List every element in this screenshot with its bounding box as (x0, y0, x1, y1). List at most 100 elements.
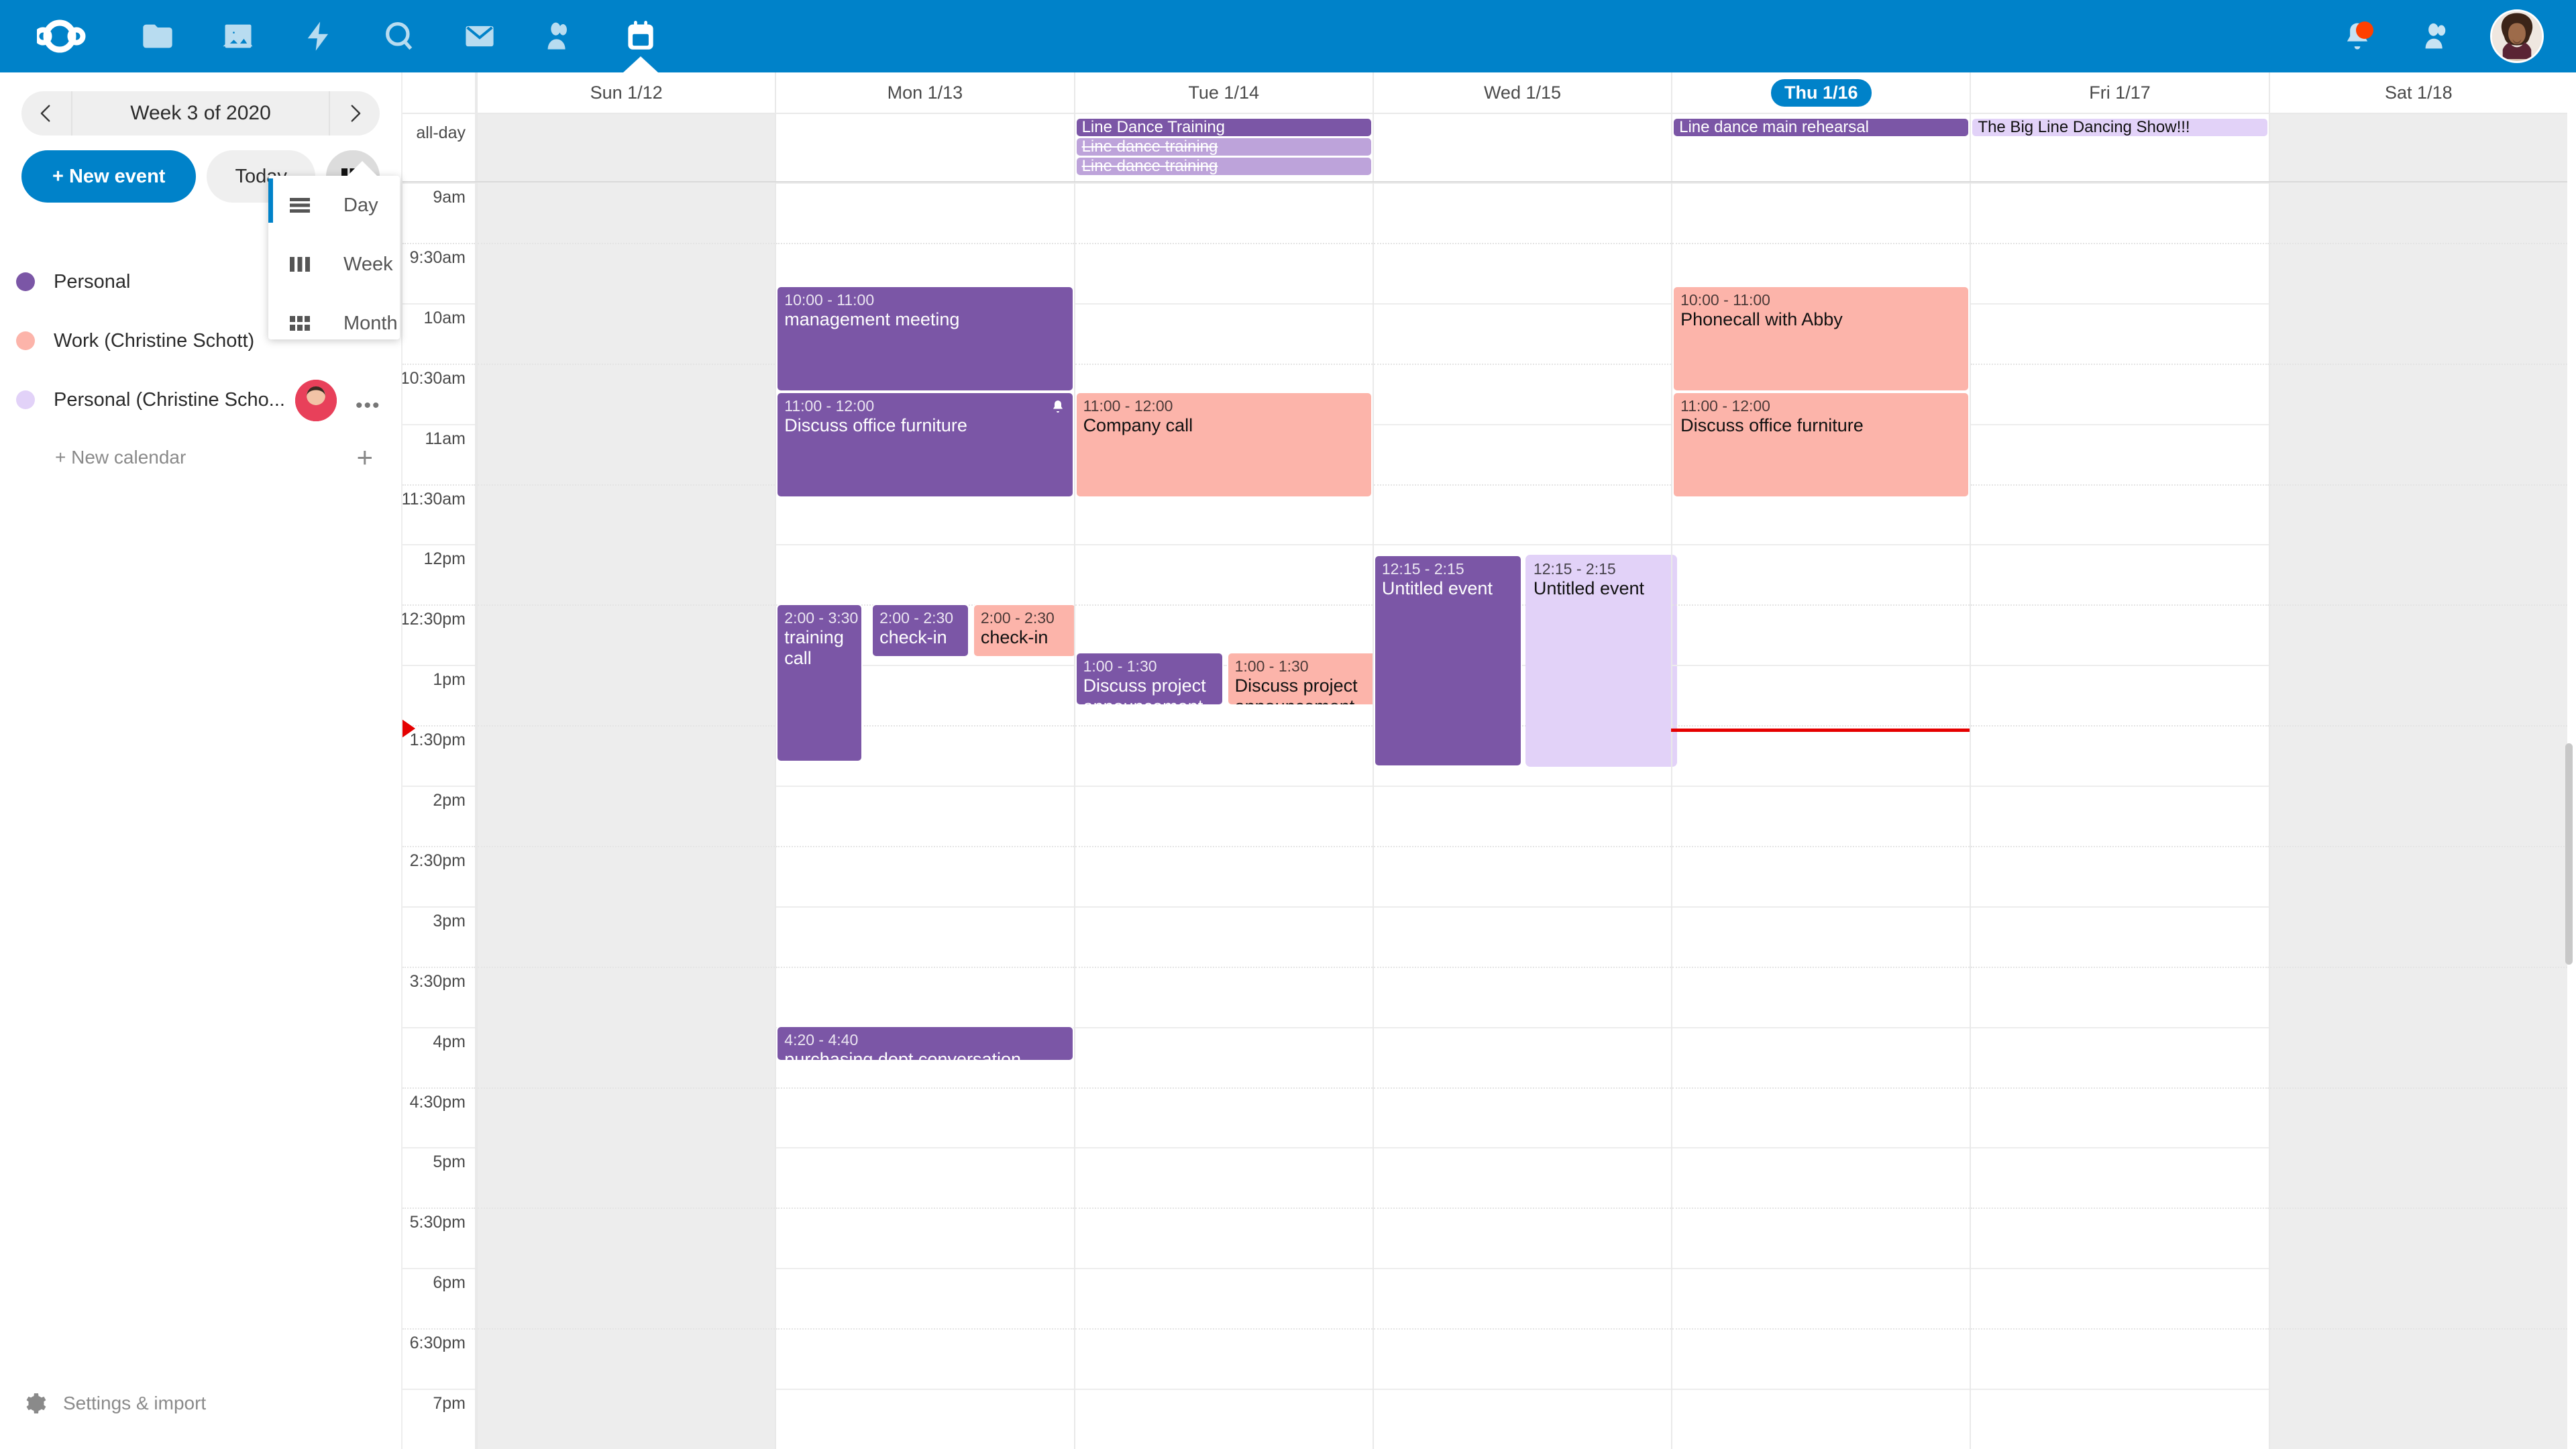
avatar[interactable] (2490, 9, 2544, 63)
next-week-button[interactable] (330, 91, 380, 136)
view-menu-item-month[interactable]: Month (268, 294, 400, 353)
all-day-event[interactable]: The Big Line Dancing Show!!! (1972, 119, 2267, 136)
day-column-2[interactable]: 11:00 - 12:00 Company call 1:00 - 1:30 Disc… (1073, 182, 1379, 1449)
nav-app-search[interactable] (359, 0, 439, 72)
plus-icon[interactable]: + (356, 441, 373, 473)
settings-and-import-button[interactable]: Settings & import (0, 1382, 401, 1425)
grid-line (1971, 363, 2269, 365)
all-day-event[interactable]: Line dance training (1076, 158, 1371, 175)
event-time: 11:00 - 12:00 (1680, 397, 1770, 415)
nav-app-contacts[interactable] (520, 0, 600, 72)
day-header-label: Sat 1/18 (2385, 82, 2453, 103)
notifications-button[interactable] (2317, 0, 2398, 72)
calendar-item-personal-shared[interactable]: Personal (Christine Scho... ••• (0, 370, 401, 429)
calendar-event[interactable]: 10:00 - 11:00 Phonecall with Abby (1672, 286, 1970, 392)
view-menu-item-week[interactable]: Week (268, 235, 400, 294)
grid-line (1373, 423, 1672, 425)
all-day-column-2[interactable]: Line Dance Training Line dance training Li… (1073, 114, 1373, 181)
grid-line (1971, 1147, 2269, 1149)
calendar-event[interactable]: 11:00 - 12:00 Discuss office furniture (776, 392, 1074, 498)
vertical-scrollbar[interactable] (2565, 743, 2573, 965)
calendar-event[interactable]: 11:00 - 12:00 Discuss office furniture (1672, 392, 1970, 498)
nav-app-photos[interactable] (198, 0, 278, 72)
day-column-4[interactable]: 10:00 - 11:00 Phonecall with Abby 11:00 - … (1671, 182, 1970, 1449)
all-day-column-4[interactable]: Line dance main rehearsal (1671, 114, 1970, 181)
day-column-3[interactable]: 12:15 - 2:15 Untitled event 12:15 - 2:15 Un… (1372, 182, 1677, 1449)
day-header-4[interactable]: Thu 1/16 (1671, 72, 1970, 113)
all-day-event[interactable]: Line dance training (1076, 138, 1371, 156)
view-menu-item-day[interactable]: Day (268, 176, 400, 235)
all-day-column-6[interactable] (2268, 114, 2567, 181)
all-day-event[interactable]: Line Dance Training (1076, 119, 1371, 136)
day-header-label: Fri 1/17 (2089, 82, 2151, 103)
grid-line (478, 845, 775, 847)
day-header-2[interactable]: Tue 1/14 (1073, 72, 1373, 113)
grid-line (478, 725, 775, 727)
date-navigation: Week 3 of 2020 (21, 91, 380, 136)
nav-app-files[interactable] (117, 0, 198, 72)
calendar-item-personal[interactable]: Personal (0, 252, 401, 311)
previous-week-button[interactable] (21, 91, 71, 136)
grid-line (402, 845, 475, 847)
day-header-3[interactable]: Wed 1/15 (1372, 72, 1671, 113)
calendar-event[interactable]: 2:00 - 2:30 check-in (972, 604, 1077, 657)
day-header-0[interactable]: Sun 1/12 (476, 72, 775, 113)
grid-line (402, 966, 475, 968)
grid-line (1672, 786, 1970, 788)
grid-line (776, 966, 1074, 968)
new-event-button[interactable]: + New event (21, 150, 197, 203)
month-view-icon (290, 316, 321, 331)
day-column-1[interactable]: 10:00 - 11:00 management meeting 11:00 - 1… (775, 182, 1077, 1449)
day-column-0[interactable] (476, 182, 775, 1449)
day-column-5[interactable] (1970, 182, 2269, 1449)
nav-app-activity[interactable] (278, 0, 359, 72)
calendar-event[interactable]: 2:00 - 2:30 check-in (871, 604, 970, 657)
grid-line (1971, 1268, 2269, 1270)
calendar-actions-menu[interactable]: ••• (356, 394, 381, 417)
all-day-column-0[interactable] (476, 114, 775, 181)
grid-line (1373, 1087, 1672, 1089)
calendar-event[interactable]: 12:15 - 2:15 Untitled event (1525, 555, 1677, 767)
all-day-column-3[interactable] (1372, 114, 1671, 181)
time-label-15: 4:30pm (409, 1092, 466, 1112)
grid-line (402, 1328, 475, 1330)
nav-app-calendar[interactable] (600, 0, 681, 72)
nextcloud-logo[interactable] (37, 16, 117, 56)
time-label-13: 3:30pm (409, 971, 466, 991)
nav-app-mail[interactable] (439, 0, 520, 72)
calendar-event[interactable]: 4:20 - 4:40 purchasing dept conversation (776, 1026, 1074, 1061)
time-label-14: 4pm (433, 1032, 466, 1051)
grid-line (1672, 1268, 1970, 1270)
calendar-event[interactable]: 11:00 - 12:00 Company call (1075, 392, 1373, 498)
grid-line (478, 665, 775, 667)
contacts-menu-button[interactable] (2398, 0, 2478, 72)
grid-line (776, 1268, 1074, 1270)
grid-line (1672, 544, 1970, 546)
calendar-event[interactable]: 2:00 - 3:30 training call (776, 604, 863, 762)
grid-line (1373, 1268, 1672, 1270)
all-day-column-1[interactable] (775, 114, 1073, 181)
calendar-item-work[interactable]: Work (Christine Schott) (0, 311, 401, 370)
event-time: 12:15 - 2:15 (1381, 560, 1464, 578)
all-day-column-5[interactable]: The Big Line Dancing Show!!! (1970, 114, 2268, 181)
event-title: check-in (879, 627, 947, 647)
day-header-1[interactable]: Mon 1/13 (775, 72, 1073, 113)
day-header-5[interactable]: Fri 1/17 (1970, 72, 2268, 113)
grid-line (2269, 966, 2567, 968)
grid-line (1075, 303, 1373, 305)
day-column-6[interactable] (2268, 182, 2567, 1449)
calendar-event[interactable]: 12:15 - 2:15 Untitled event (1373, 555, 1523, 767)
grid-line (1672, 604, 1970, 606)
all-day-row: all-day Line Dance Training Line dance tr… (402, 114, 2567, 182)
new-calendar-button[interactable]: + New calendar + (0, 429, 401, 486)
calendar-event[interactable]: 10:00 - 11:00 management meeting (776, 286, 1074, 392)
all-day-event[interactable]: Line dance main rehearsal (1674, 119, 1969, 136)
event-title: Phonecall with Abby (1680, 309, 1843, 329)
grid-line (402, 363, 475, 365)
event-time: 2:00 - 2:30 (980, 609, 1055, 627)
grid-line (2269, 363, 2567, 365)
day-header-6[interactable]: Sat 1/18 (2268, 72, 2567, 113)
grid-line (1075, 845, 1373, 847)
